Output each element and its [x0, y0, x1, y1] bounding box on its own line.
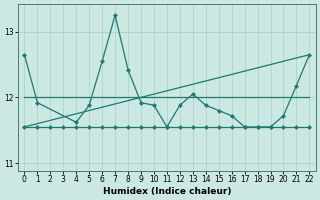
- X-axis label: Humidex (Indice chaleur): Humidex (Indice chaleur): [103, 187, 231, 196]
